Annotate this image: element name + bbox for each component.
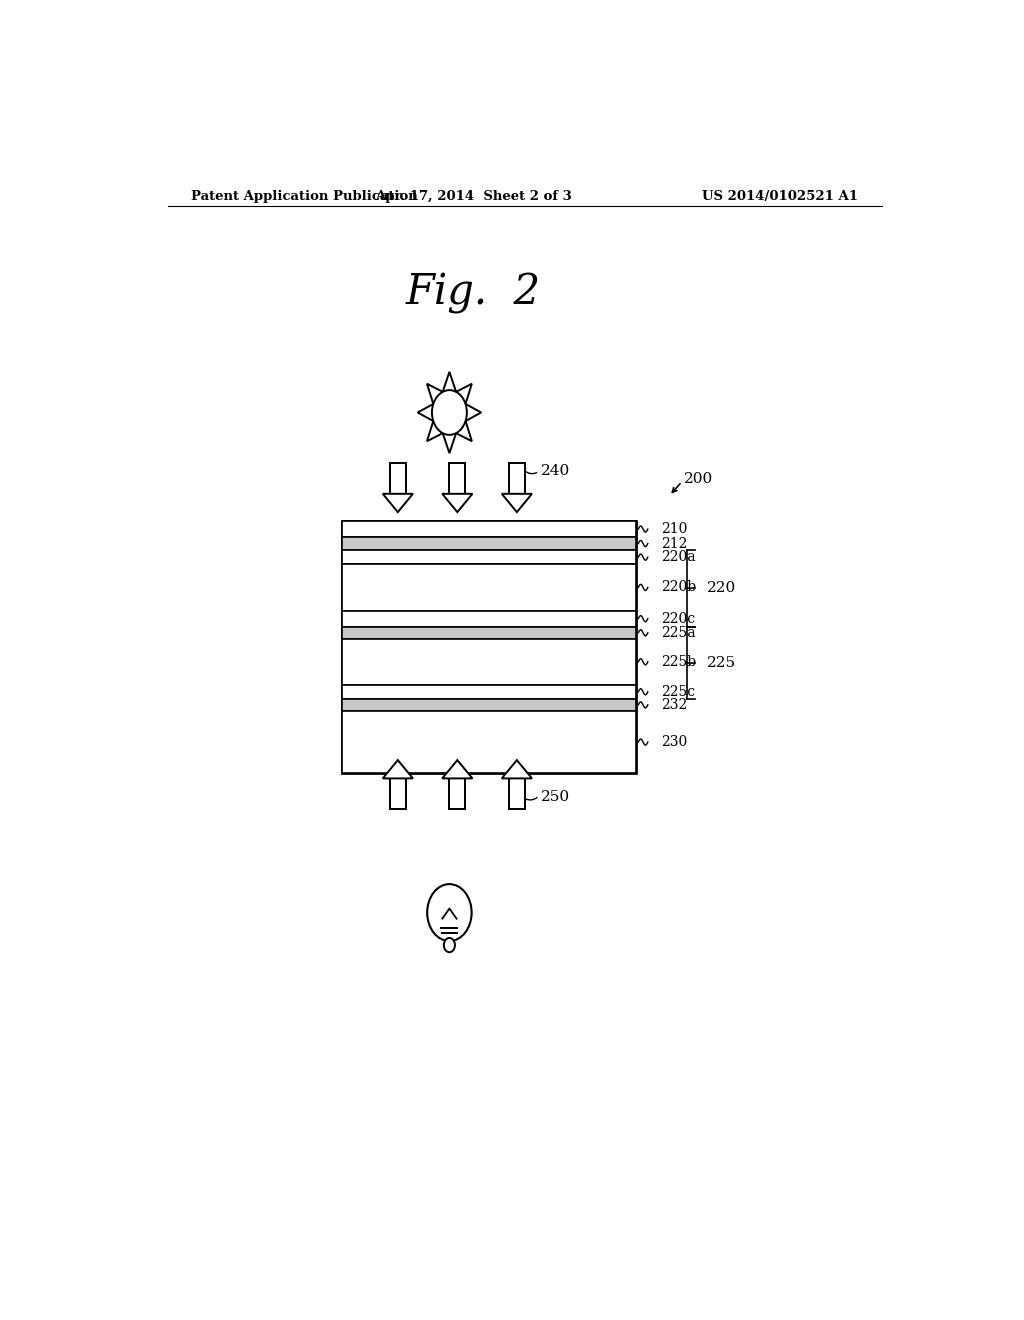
Text: 250: 250 — [541, 789, 569, 804]
Bar — [342, 550, 636, 564]
Text: 230: 230 — [662, 735, 687, 748]
Polygon shape — [383, 494, 413, 512]
Text: 225c: 225c — [662, 685, 695, 698]
Text: 225b: 225b — [662, 655, 696, 669]
Text: 210: 210 — [662, 523, 688, 536]
Circle shape — [443, 939, 455, 952]
Text: 220: 220 — [708, 581, 736, 595]
Bar — [342, 700, 636, 710]
Text: 240: 240 — [541, 465, 570, 478]
Polygon shape — [502, 760, 531, 779]
Bar — [342, 537, 636, 550]
Bar — [342, 611, 636, 627]
Bar — [342, 521, 636, 537]
Text: 225: 225 — [708, 656, 736, 669]
Bar — [450, 779, 465, 809]
Polygon shape — [427, 384, 442, 404]
Polygon shape — [456, 384, 472, 404]
Polygon shape — [502, 494, 531, 512]
Text: US 2014/0102521 A1: US 2014/0102521 A1 — [702, 190, 858, 203]
Polygon shape — [442, 433, 456, 453]
Polygon shape — [418, 404, 433, 421]
Text: 200: 200 — [684, 471, 713, 486]
Bar — [342, 564, 636, 611]
Polygon shape — [383, 760, 413, 779]
Text: Fig.  2: Fig. 2 — [406, 272, 541, 314]
Polygon shape — [442, 760, 472, 779]
Polygon shape — [427, 421, 442, 441]
Polygon shape — [456, 421, 472, 441]
Circle shape — [432, 391, 467, 434]
Polygon shape — [442, 372, 456, 392]
Bar — [342, 710, 636, 774]
Text: 232: 232 — [662, 698, 687, 711]
Circle shape — [427, 884, 472, 941]
Bar — [342, 685, 636, 700]
Bar — [509, 779, 524, 809]
Bar — [342, 627, 636, 639]
Bar — [509, 463, 524, 494]
Text: Patent Application Publication: Patent Application Publication — [191, 190, 418, 203]
Text: 220b: 220b — [662, 581, 696, 594]
Text: 220a: 220a — [662, 550, 696, 564]
Text: 220c: 220c — [662, 611, 695, 626]
Bar — [390, 779, 406, 809]
Bar — [441, 908, 458, 935]
Text: 212: 212 — [662, 536, 688, 550]
Polygon shape — [466, 404, 481, 421]
Bar — [342, 639, 636, 685]
Bar — [342, 521, 636, 774]
Bar — [390, 463, 406, 494]
Text: 225a: 225a — [662, 626, 696, 640]
Bar — [450, 463, 465, 494]
Polygon shape — [442, 494, 472, 512]
Text: Apr. 17, 2014  Sheet 2 of 3: Apr. 17, 2014 Sheet 2 of 3 — [375, 190, 571, 203]
